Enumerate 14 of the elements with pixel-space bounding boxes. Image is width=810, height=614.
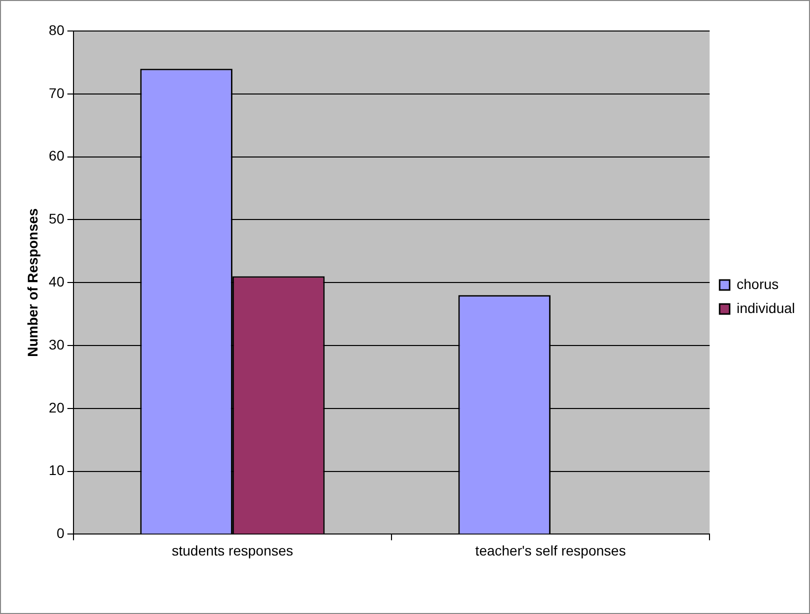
y-tick-label: 20 <box>48 399 65 416</box>
y-tick-label: 60 <box>48 148 65 164</box>
y-tick-label: 50 <box>48 210 65 227</box>
x-tick-label: teacher's self responses <box>475 542 626 558</box>
y-axis-title: Number of Responses <box>24 208 40 357</box>
y-tick-label: 80 <box>48 22 65 38</box>
y-tick-label: 30 <box>48 336 65 352</box>
y-tick-label: 0 <box>56 525 65 542</box>
y-tick-label: 70 <box>48 84 65 101</box>
x-tick-label: students responses <box>172 542 294 558</box>
y-tick-label: 10 <box>48 462 65 478</box>
legend-label: individual <box>736 300 796 316</box>
y-tick-label: 40 <box>48 273 65 290</box>
legend-label: chorus <box>736 276 779 292</box>
